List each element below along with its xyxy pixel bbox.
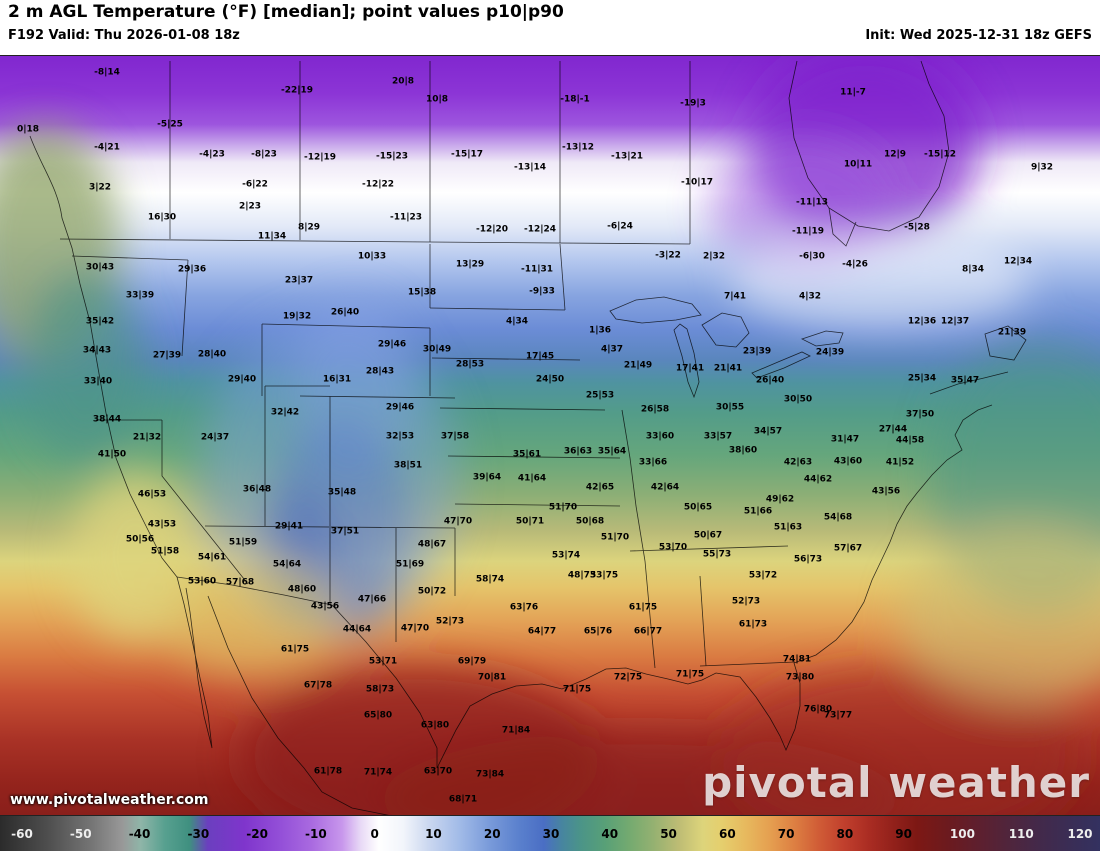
header-bar: 2 m AGL Temperature (°F) [median]; point…	[0, 0, 1100, 55]
colorbar-tick-label: 90	[895, 826, 913, 841]
temperature-map	[0, 55, 1100, 816]
colorbar-tick-label: 60	[718, 826, 736, 841]
valid-time-label: F192 Valid: Thu 2026-01-08 18z	[8, 28, 240, 43]
pivotal-weather-watermark: pivotal weather	[702, 758, 1090, 807]
colorbar-tick-label: -20	[246, 826, 268, 841]
colorbar-tick-label: 80	[836, 826, 854, 841]
colorbar-gradient	[0, 816, 1100, 851]
colorbar-tick-label: -30	[187, 826, 210, 841]
colorbar-tick-label: -50	[69, 826, 92, 841]
colorbar-tick-label: 40	[601, 826, 619, 841]
colorbar-tick-label: -40	[128, 826, 151, 841]
colorbar-tick-label: 120	[1067, 826, 1093, 841]
colorbar-tick-label: -10	[305, 826, 327, 841]
geographic-borders	[29, 60, 1027, 816]
temperature-field-svg	[0, 56, 1100, 816]
colorbar-tick-label: 20	[483, 826, 501, 841]
colorbar-tick-label: 110	[1008, 826, 1034, 841]
colorbar-tick-label: 100	[949, 826, 975, 841]
temperature-colorbar: -60 -50 -40 -30 -20 -10 0 10 20 30 40 50 60 70 80 90 100…	[0, 815, 1100, 851]
colorbar-tick-label: 50	[660, 826, 677, 841]
colorbar-tick-label: 10	[425, 826, 442, 841]
page-title: 2 m AGL Temperature (°F) [median]; point…	[8, 2, 564, 22]
colorbar-tick-label: 30	[542, 826, 560, 841]
init-time-label: Init: Wed 2025-12-31 18z GEFS	[865, 28, 1092, 43]
colorbar-tick-label: 70	[777, 826, 795, 841]
colorbar-tick-label: -60	[11, 826, 33, 841]
website-url-watermark: www.pivotalweather.com	[10, 792, 209, 808]
colorbar-tick-label: 0	[370, 826, 379, 841]
